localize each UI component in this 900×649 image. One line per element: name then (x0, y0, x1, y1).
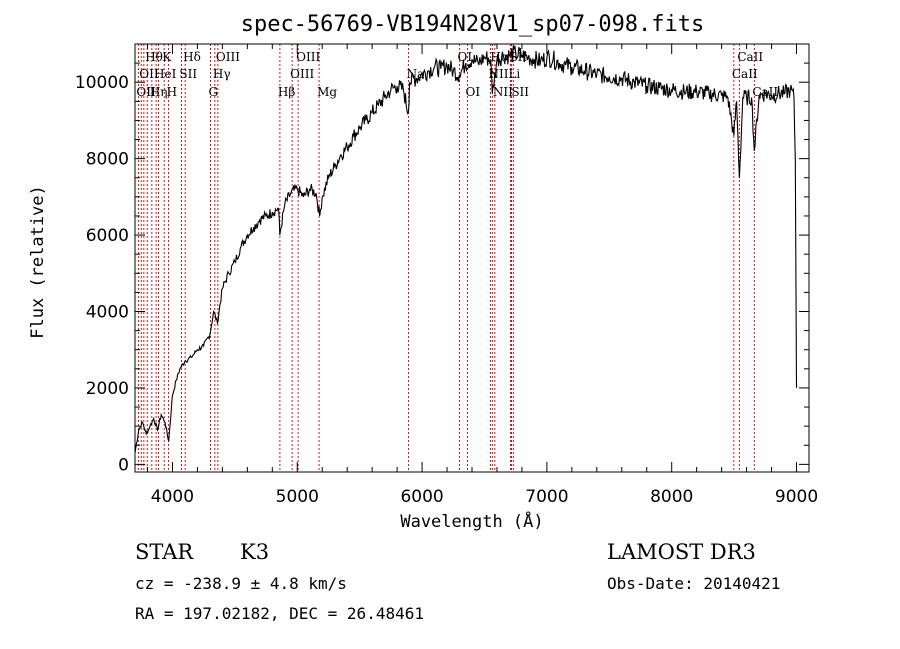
spectral-line-label: Hθ (145, 50, 163, 64)
spectral-line-label: OII (139, 67, 159, 81)
spectral-line-label: H (167, 85, 177, 99)
x-tick-label: 4000 (151, 487, 194, 507)
y-tick-label: 2000 (86, 379, 129, 399)
object-class: STAR (135, 540, 194, 564)
y-axis-label: Flux (relative) (28, 185, 48, 339)
x-axis-label: Wavelength (Å) (400, 512, 544, 532)
spectral-line-labels: OIIOIIHθHηHeIKHSIIHδGHγOIIIHβOIIIOIIIMgN… (136, 50, 778, 99)
y-tick-label: 10000 (75, 73, 129, 93)
spectral-line-label: Mg (317, 85, 337, 99)
y-tick-label: 6000 (86, 226, 129, 246)
x-tick-label: 9000 (775, 487, 818, 507)
y-tick-label: 8000 (86, 150, 129, 170)
x-tick-label: 7000 (525, 487, 568, 507)
x-axis-ticks: 4000 5000 6000 7000 8000 9000 (146, 44, 818, 507)
spectral-line-label: Hδ (183, 50, 201, 64)
spectral-line-label: SII (179, 67, 197, 81)
chart-title: spec-56769-VB194N28V1_sp07-098.fits (240, 12, 705, 37)
y-tick-label: 4000 (86, 303, 129, 323)
spectral-line-label: G (209, 85, 219, 99)
spectral-line-label: OIII (296, 50, 320, 64)
x-tick-label: 5000 (276, 487, 319, 507)
spectral-line-label: NII (488, 67, 508, 81)
spectral-line-label: OI (466, 85, 481, 99)
y-axis-ticks: 0 2000 4000 6000 8000 10000 (75, 62, 809, 475)
spectral-line-label: SII (511, 85, 529, 99)
y-tick-label: 0 (118, 455, 129, 475)
spectral-line-label: Hη (150, 85, 168, 99)
spectral-line-label: K (162, 50, 172, 64)
observation-date: Obs-Date: 20140421 (607, 574, 781, 593)
x-tick-label: 8000 (650, 487, 693, 507)
spectrum-line (134, 45, 798, 453)
object-subclass: K3 (240, 540, 270, 564)
survey-name: LAMOST DR3 (607, 540, 756, 564)
spectral-line-markers (137, 44, 755, 472)
spectral-line-label: OI (458, 50, 473, 64)
spectral-line-label: CaII (732, 67, 758, 81)
spectral-line-label: Li (508, 67, 520, 81)
spectral-line-label: NII (493, 85, 513, 99)
spectral-line-label: OII (136, 85, 156, 99)
spectral-line-label: OIII (216, 50, 240, 64)
spectral-line-label: Hγ (213, 67, 231, 81)
x-tick-label: 6000 (400, 487, 443, 507)
coordinates: RA = 197.02182, DEC = 26.48461 (135, 604, 424, 623)
spectral-line-label: Hβ (278, 85, 295, 99)
spectral-line-label: CaII (737, 50, 763, 64)
redshift-value: cz = -238.9 ± 4.8 km/s (135, 574, 347, 593)
spectral-line-label: OIII (290, 67, 314, 81)
spectral-line-label: HeI (154, 67, 177, 81)
